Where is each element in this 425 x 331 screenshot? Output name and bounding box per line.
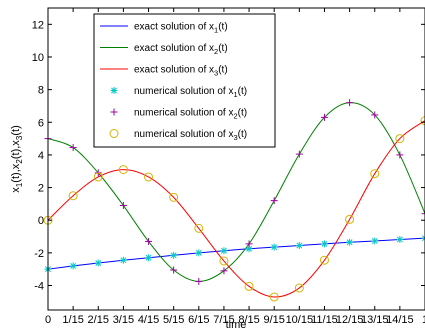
data-point-5-13 <box>371 111 379 119</box>
legend-item-5: numerical solution of x2(t) <box>110 108 247 121</box>
data-point-5-9 <box>270 197 278 205</box>
data-point-6-14 <box>395 134 405 144</box>
data-point-4-12 <box>346 238 354 246</box>
data-point-5-10 <box>295 150 303 158</box>
axes-box <box>47 7 425 311</box>
legend-label: numerical solution of x1(t) <box>134 86 247 99</box>
legend-swatch <box>109 129 119 138</box>
y-tick-label: -2 <box>34 248 44 260</box>
data-point-4-5 <box>170 251 178 259</box>
x-tick-label: 0 <box>45 314 51 326</box>
data-point-4-13 <box>371 237 379 245</box>
data-point-5-5 <box>170 266 178 274</box>
series-group <box>43 99 425 302</box>
y-tick-label: 4 <box>38 150 44 162</box>
data-point-4-10 <box>295 242 303 250</box>
axes-group <box>47 7 425 311</box>
data-point-4-14 <box>396 235 404 243</box>
legend-label: exact solution of x2(t) <box>134 43 228 56</box>
data-point-5-4 <box>145 237 153 245</box>
data-point-4-3 <box>119 256 127 264</box>
data-point-5-8 <box>245 240 253 248</box>
legend-item-4: numerical solution of x1(t) <box>110 86 247 99</box>
y-tick-label: 10 <box>32 52 44 64</box>
data-point-6-3 <box>118 165 128 175</box>
legend-item-1: exact solution of x1(t) <box>100 22 228 35</box>
x-tick-label: 1 <box>422 314 425 326</box>
data-point-4-7 <box>220 247 228 255</box>
data-point-5-12 <box>346 99 354 107</box>
x-tick-label: 3/15 <box>113 314 134 326</box>
data-point-4-6 <box>195 249 203 257</box>
legend-label: exact solution of x3(t) <box>134 65 228 78</box>
y-tick-label: 0 <box>38 215 44 227</box>
data-point-5-3 <box>119 202 127 210</box>
data-point-4-15 <box>421 234 425 242</box>
series-line-3 <box>47 120 425 298</box>
legend-item-2: exact solution of x2(t) <box>100 43 228 56</box>
data-point-6-12 <box>345 214 355 224</box>
data-point-6-11 <box>319 255 329 265</box>
series-line-2 <box>47 102 425 282</box>
x-tick-label: 7/15 <box>213 314 234 326</box>
legend: exact solution of x1(t) exact solution of… <box>93 13 276 148</box>
data-point-4-4 <box>145 254 153 262</box>
data-point-4-11 <box>320 240 328 248</box>
legend-label: exact solution of x1(t) <box>134 22 228 35</box>
x-axis-label: time <box>226 319 247 331</box>
legend-item-6: numerical solution of x3(t) <box>109 129 247 142</box>
data-point-6-13 <box>370 169 380 179</box>
y-axis-label-text: x1(t),x2(t),x3(t) <box>10 125 24 193</box>
data-point-5-6 <box>195 277 203 285</box>
x-tick-label: 2/15 <box>88 314 109 326</box>
y-tick-label: 6 <box>38 117 44 129</box>
data-point-5-1 <box>69 144 77 152</box>
y-tick-label: 12 <box>32 19 44 31</box>
legend-swatch <box>110 108 118 116</box>
data-point-6-6 <box>194 223 204 233</box>
data-point-5-15 <box>421 210 425 218</box>
x-tick-label: 1/15 <box>62 314 83 326</box>
data-point-6-8 <box>244 281 254 291</box>
y-tick-label: -4 <box>34 281 44 293</box>
data-point-4-9 <box>270 243 278 251</box>
legend-label: numerical solution of x3(t) <box>134 129 247 142</box>
x-tick-label: 5/15 <box>163 314 184 326</box>
x-tick-label: 6/15 <box>188 314 209 326</box>
data-point-6-10 <box>294 283 304 293</box>
x-tick-label: 13/15 <box>361 314 389 326</box>
y-tick-label: 8 <box>38 85 44 97</box>
x-tick-label: 9/15 <box>263 314 284 326</box>
x-tick-label: 4/15 <box>138 314 159 326</box>
series-line-1 <box>47 237 425 270</box>
y-tick-label: 2 <box>38 183 44 195</box>
legend-label: numerical solution of x2(t) <box>134 108 247 121</box>
data-point-6-15 <box>420 116 425 126</box>
legend-swatch <box>110 87 118 94</box>
data-point-5-7 <box>220 267 228 275</box>
series-markers-4 <box>44 234 425 273</box>
data-point-6-1 <box>68 191 78 201</box>
x-tick-label: 14/15 <box>386 314 414 326</box>
legend-box <box>93 13 276 148</box>
data-point-6-2 <box>93 172 103 182</box>
data-point-6-9 <box>269 292 279 302</box>
data-point-6-7 <box>219 256 229 266</box>
ticks-group: 0 1/15 2/15 3/15 4/15 5/15 6/15 7/15 8/15 9/15 10/… <box>32 8 425 326</box>
data-point-5-11 <box>320 113 328 121</box>
data-point-4-2 <box>94 259 102 267</box>
y-axis-label: x1(t),x2(t),x3(t) <box>10 125 24 193</box>
x-tick-label: 12/15 <box>336 314 364 326</box>
x-tick-label: 11/15 <box>311 314 338 326</box>
x-tick-label: 8/15 <box>238 314 259 326</box>
data-point-5-14 <box>396 151 404 159</box>
data-point-6-4 <box>144 172 154 182</box>
data-point-6-5 <box>169 192 179 202</box>
x-tick-label: 10/15 <box>286 314 314 326</box>
legend-item-3: exact solution of x3(t) <box>100 65 228 78</box>
data-point-4-1 <box>69 262 77 270</box>
